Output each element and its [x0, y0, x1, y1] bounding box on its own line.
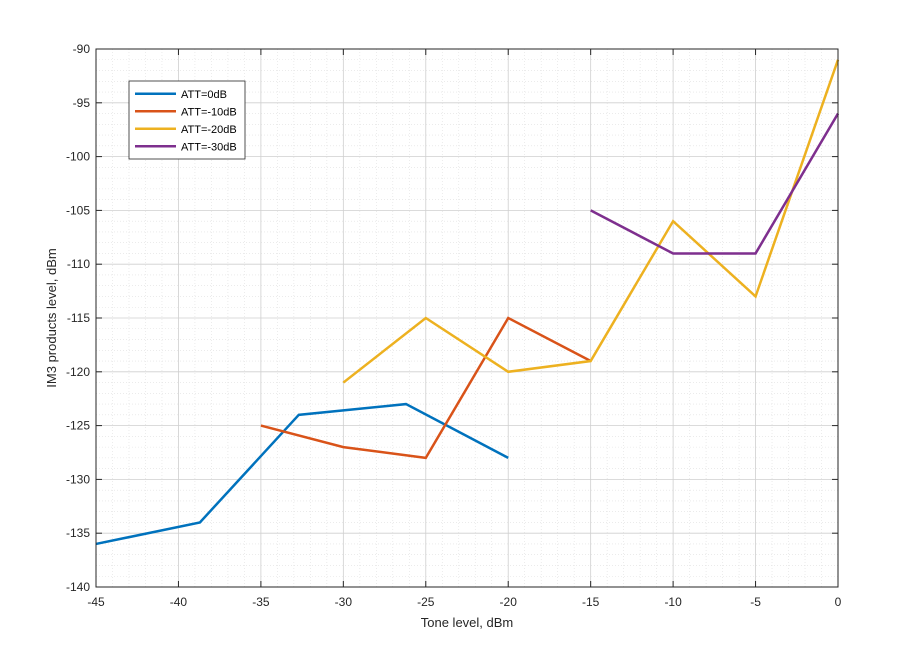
x-tick-label: -20 — [500, 595, 518, 609]
y-tick-label: -110 — [67, 257, 90, 271]
y-tick-label: -135 — [66, 526, 90, 540]
y-tick-label: -120 — [66, 365, 90, 379]
x-tick-label: -35 — [252, 595, 270, 609]
x-axis-label: Tone level, dBm — [421, 615, 514, 630]
series-line-1 — [95, 402, 509, 546]
y-tick-label: -100 — [66, 150, 90, 164]
y-tick-label: -125 — [66, 419, 90, 433]
x-tick-label: -30 — [335, 595, 353, 609]
x-tick-label: -40 — [170, 595, 188, 609]
x-tick-label: -5 — [750, 595, 761, 609]
legend-label-4: ATT=-30dB — [181, 141, 237, 153]
legend-label-3: ATT=-20dB — [181, 124, 237, 136]
x-tick-label: -45 — [87, 595, 105, 609]
tick-labels: -45 -40 -35 -30 -25 -20 -15 -10 -5 0 -140 -135 -130 -… — [66, 42, 842, 609]
legend-label-1: ATT=0dB — [181, 89, 227, 101]
y-tick-label: -115 — [67, 311, 90, 325]
series-line-4 — [590, 112, 840, 255]
x-tick-label: 0 — [835, 595, 842, 609]
y-tick-label: -140 — [66, 580, 90, 594]
y-tick-label: -130 — [66, 472, 90, 486]
axis-ticks — [95, 48, 839, 588]
y-tick-label: -105 — [66, 203, 90, 217]
legend-label-2: ATT=-10dB — [181, 106, 237, 118]
series-line-3 — [342, 59, 840, 384]
series-lines — [95, 59, 840, 546]
legend: ATT=0dB ATT=-10dB ATT=-20dB ATT=-30dB — [128, 80, 246, 160]
y-tick-label: -90 — [73, 42, 91, 56]
y-axis-label: IM3 products level, dBm — [44, 248, 59, 387]
series-line-2 — [260, 316, 592, 460]
x-tick-label: -25 — [417, 595, 435, 609]
x-tick-label: -15 — [582, 595, 600, 609]
x-tick-label: -10 — [664, 595, 682, 609]
y-tick-label: -95 — [73, 96, 91, 110]
